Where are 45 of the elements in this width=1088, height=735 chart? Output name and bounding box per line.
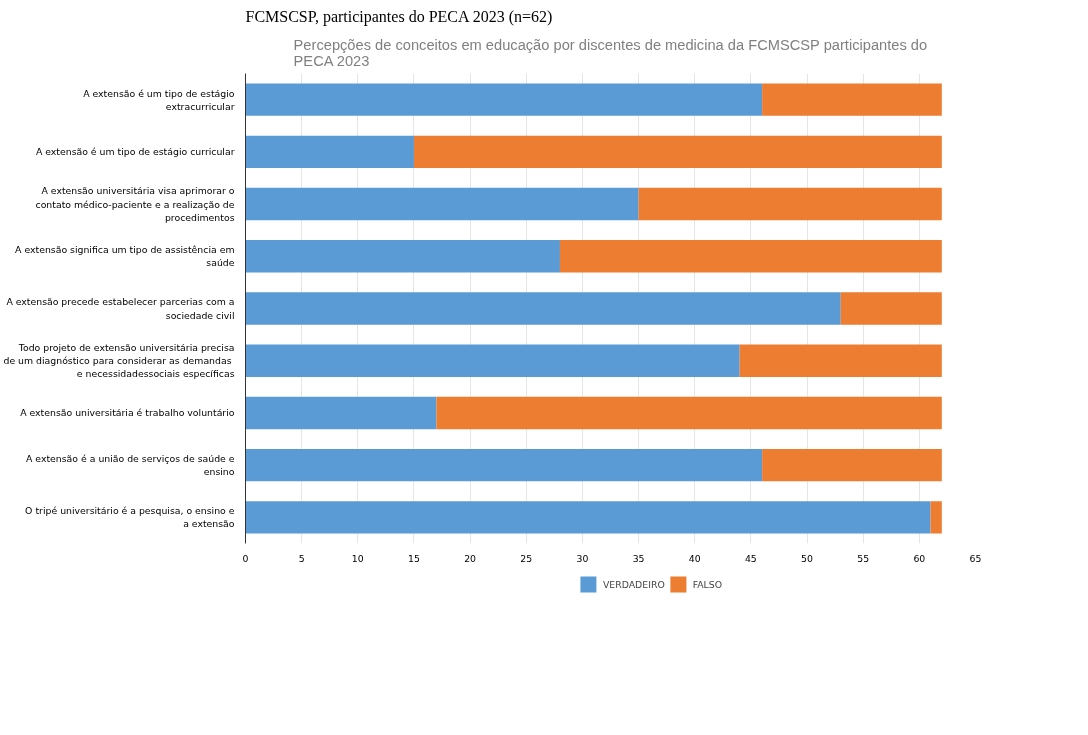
bar (245, 187, 639, 221)
x-tick-label: 55 (857, 552, 870, 564)
chart-title: Percepções de conceitos em educação por discentes de medicina da FCMSCSP participantes do PECA 2023 (293, 36, 928, 69)
x-tick-label: 35 (632, 552, 645, 564)
y-tick-label: O tripé universitário é a pesquisa, o ensino e a extensão (25, 505, 235, 530)
bar (638, 187, 942, 221)
bar (762, 83, 942, 116)
x-tick-label: 30 (576, 552, 589, 564)
bar (245, 344, 740, 377)
bar (245, 501, 931, 534)
y-tick-label: A extensão universitária visa aprimorar o contato médico-paciente e a realização de procedimentos (35, 185, 235, 223)
bar (245, 135, 414, 169)
x-tick-label: 40 (688, 552, 701, 564)
x-tick-label: 5 (298, 552, 305, 564)
y-tick-label: A extensão universitária é trabalho voluntário (20, 407, 235, 419)
x-tick-label: 60 (913, 552, 926, 564)
x-tick-label: 0 (242, 552, 249, 564)
x-tick-label: 15 (408, 552, 420, 564)
x-tick-label: 25 (520, 552, 533, 564)
bar (245, 83, 763, 116)
y-tick-label: A extensão é um tipo de estágio curricular (35, 146, 235, 158)
y-tick-label: A extensão precede estabelecer parcerias com a sociedade civil (6, 296, 235, 321)
y-tick-label: Todo projeto de extensão universitária precisa de um diagnóstico para considerar as demandas e necessidadessociais específicas (3, 342, 235, 380)
bar (840, 292, 942, 325)
bar (245, 292, 841, 325)
bar (436, 396, 942, 430)
bar (762, 448, 942, 482)
x-tick-label: 20 (464, 552, 477, 564)
text: FCMSCSP, participantes do PECA 2023 (n=62) (245, 7, 553, 26)
bar (413, 135, 942, 169)
bar (245, 240, 560, 273)
x-tick-label: 10 (351, 552, 364, 564)
y-tick-label: A extensão significa um tipo de assistência em saúde (15, 244, 235, 269)
legend-label: FALSO (692, 578, 723, 590)
bar (559, 240, 942, 273)
x-tick-label: 65 (969, 552, 982, 564)
bar (245, 448, 763, 482)
bar (739, 344, 942, 377)
x-tick-label: 45 (744, 552, 757, 564)
bar (245, 396, 437, 430)
x-tick-label: 50 (801, 552, 814, 564)
legend-label: VERDADEIRO (602, 578, 665, 590)
y-tick-label: A extensão é um tipo de estágio extracurricular (83, 87, 235, 112)
y-tick-label: A extensão é a união de serviços de saúde e ensino (26, 453, 235, 478)
bar (930, 501, 942, 534)
